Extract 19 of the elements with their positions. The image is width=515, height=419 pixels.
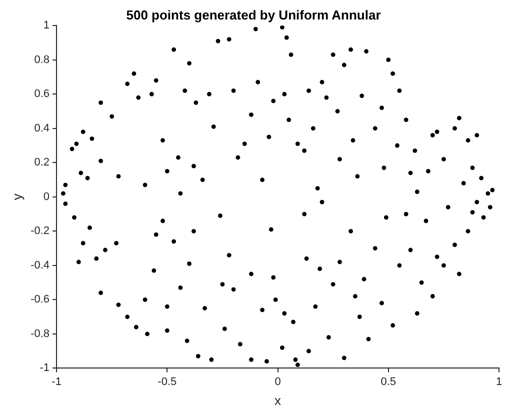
x-tick-label: 1	[496, 376, 502, 388]
y-tick-label: -0.4	[30, 259, 50, 272]
y-tick-label: 0.8	[34, 54, 50, 66]
x-tick-label: 0	[274, 376, 281, 388]
x-tick-label: 0.5	[380, 376, 396, 388]
y-tick-label: 0.4	[34, 122, 50, 134]
x-tick-label: -0.5	[158, 376, 177, 388]
y-tick-label: -1	[40, 362, 50, 374]
y-tick-label: 0.6	[34, 88, 50, 100]
y-tick-label: -0.6	[30, 294, 50, 306]
y-tick-label: -0.2	[30, 225, 50, 238]
chart-title: 500 points generated by Uniform Annular	[126, 7, 381, 22]
x-axis-title: x	[274, 392, 282, 408]
y-tick-label: 0	[43, 190, 50, 203]
y-tick-label: -0.8	[30, 328, 50, 340]
y-tick-label: 0.2	[34, 156, 50, 169]
y-tick-label: 1	[43, 20, 50, 32]
y-axis-title: y	[9, 193, 24, 200]
x-tick-label: -1	[52, 376, 62, 388]
